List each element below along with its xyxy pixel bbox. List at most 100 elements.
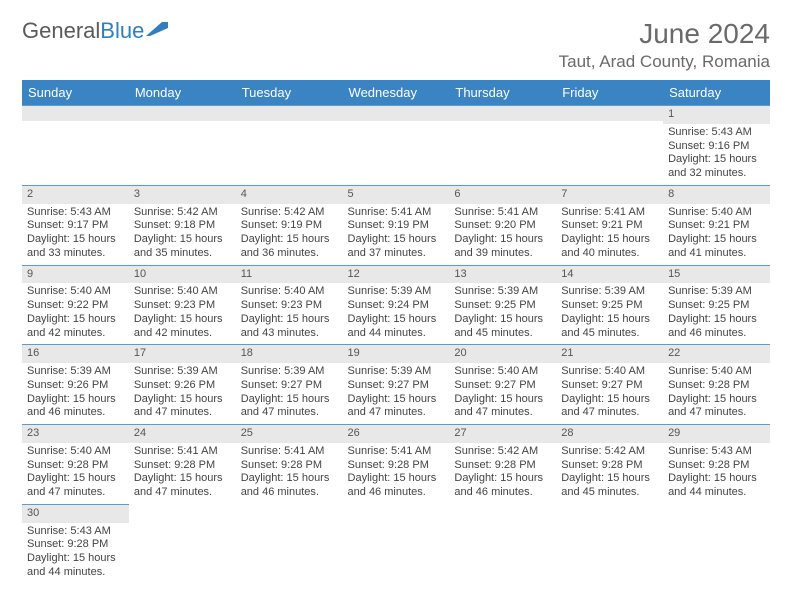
- calendar-day-cell: 30Sunrise: 5:43 AMSunset: 9:28 PMDayligh…: [22, 504, 129, 584]
- sunset-line: Sunset: 9:21 PM: [561, 219, 658, 233]
- title-block: June 2024 Taut, Arad County, Romania: [559, 18, 770, 72]
- day-content: Sunrise: 5:39 AMSunset: 9:25 PMDaylight:…: [663, 283, 770, 344]
- sunrise-line: Sunrise: 5:41 AM: [241, 445, 338, 459]
- day-number: 12: [343, 265, 450, 284]
- sunrise-line: Sunrise: 5:43 AM: [668, 445, 765, 459]
- day-content: Sunrise: 5:42 AMSunset: 9:28 PMDaylight:…: [556, 443, 663, 504]
- calendar-day-cell: 11Sunrise: 5:40 AMSunset: 9:23 PMDayligh…: [236, 265, 343, 345]
- day-number: 11: [236, 265, 343, 284]
- empty-day: [343, 105, 450, 121]
- sunrise-line: Sunrise: 5:39 AM: [241, 365, 338, 379]
- sunset-line: Sunset: 9:28 PM: [561, 459, 658, 473]
- sunrise-line: Sunrise: 5:43 AM: [27, 525, 124, 539]
- sunset-line: Sunset: 9:25 PM: [668, 299, 765, 313]
- calendar-day-cell: 8Sunrise: 5:40 AMSunset: 9:21 PMDaylight…: [663, 185, 770, 265]
- calendar-day-cell: 2Sunrise: 5:43 AMSunset: 9:17 PMDaylight…: [22, 185, 129, 265]
- daylight-line-1: Daylight: 15 hours: [668, 313, 765, 327]
- day-number: 1: [663, 105, 770, 124]
- calendar-day-cell: [236, 504, 343, 584]
- sunset-line: Sunset: 9:28 PM: [668, 459, 765, 473]
- day-number: 22: [663, 344, 770, 363]
- day-number: 9: [22, 265, 129, 284]
- day-content: Sunrise: 5:40 AMSunset: 9:28 PMDaylight:…: [663, 363, 770, 424]
- calendar-day-cell: 6Sunrise: 5:41 AMSunset: 9:20 PMDaylight…: [449, 185, 556, 265]
- sunset-line: Sunset: 9:27 PM: [241, 379, 338, 393]
- weekday-header: Friday: [556, 80, 663, 105]
- weekday-header: Saturday: [663, 80, 770, 105]
- weekday-header: Monday: [129, 80, 236, 105]
- sunset-line: Sunset: 9:19 PM: [348, 219, 445, 233]
- calendar-day-cell: 1Sunrise: 5:43 AMSunset: 9:16 PMDaylight…: [663, 105, 770, 185]
- daylight-line-2: and 46 minutes.: [454, 486, 551, 500]
- day-content: Sunrise: 5:42 AMSunset: 9:19 PMDaylight:…: [236, 204, 343, 265]
- calendar-week-row: 16Sunrise: 5:39 AMSunset: 9:26 PMDayligh…: [22, 344, 770, 424]
- calendar-day-cell: [556, 504, 663, 584]
- calendar-day-cell: 9Sunrise: 5:40 AMSunset: 9:22 PMDaylight…: [22, 265, 129, 345]
- day-number: 10: [129, 265, 236, 284]
- weekday-header: Thursday: [449, 80, 556, 105]
- day-number: 15: [663, 265, 770, 284]
- daylight-line-1: Daylight: 15 hours: [241, 393, 338, 407]
- weekday-header: Tuesday: [236, 80, 343, 105]
- day-number: 5: [343, 185, 450, 204]
- empty-day: [449, 105, 556, 121]
- daylight-line-1: Daylight: 15 hours: [27, 472, 124, 486]
- daylight-line-1: Daylight: 15 hours: [454, 393, 551, 407]
- day-content: Sunrise: 5:41 AMSunset: 9:28 PMDaylight:…: [129, 443, 236, 504]
- page: GeneralBlue June 2024 Taut, Arad County,…: [0, 0, 792, 602]
- sunset-line: Sunset: 9:23 PM: [134, 299, 231, 313]
- daylight-line-2: and 36 minutes.: [241, 247, 338, 261]
- daylight-line-2: and 47 minutes.: [348, 406, 445, 420]
- calendar-day-cell: [129, 105, 236, 185]
- day-content: Sunrise: 5:39 AMSunset: 9:27 PMDaylight:…: [343, 363, 450, 424]
- weekday-header-row: Sunday Monday Tuesday Wednesday Thursday…: [22, 80, 770, 105]
- day-content: Sunrise: 5:40 AMSunset: 9:23 PMDaylight:…: [129, 283, 236, 344]
- calendar-day-cell: 14Sunrise: 5:39 AMSunset: 9:25 PMDayligh…: [556, 265, 663, 345]
- calendar-day-cell: 19Sunrise: 5:39 AMSunset: 9:27 PMDayligh…: [343, 344, 450, 424]
- sunrise-line: Sunrise: 5:42 AM: [134, 206, 231, 220]
- daylight-line-2: and 47 minutes.: [27, 486, 124, 500]
- daylight-line-1: Daylight: 15 hours: [348, 472, 445, 486]
- sunset-line: Sunset: 9:23 PM: [241, 299, 338, 313]
- sunrise-line: Sunrise: 5:42 AM: [454, 445, 551, 459]
- sunrise-line: Sunrise: 5:39 AM: [561, 285, 658, 299]
- day-content: Sunrise: 5:43 AMSunset: 9:17 PMDaylight:…: [22, 204, 129, 265]
- daylight-line-1: Daylight: 15 hours: [27, 552, 124, 566]
- day-content: Sunrise: 5:42 AMSunset: 9:28 PMDaylight:…: [449, 443, 556, 504]
- empty-day: [556, 105, 663, 121]
- calendar-day-cell: 26Sunrise: 5:41 AMSunset: 9:28 PMDayligh…: [343, 424, 450, 504]
- day-content: Sunrise: 5:39 AMSunset: 9:26 PMDaylight:…: [129, 363, 236, 424]
- daylight-line-2: and 47 minutes.: [668, 406, 765, 420]
- logo: GeneralBlue: [22, 18, 168, 44]
- calendar-day-cell: 10Sunrise: 5:40 AMSunset: 9:23 PMDayligh…: [129, 265, 236, 345]
- day-content: Sunrise: 5:43 AMSunset: 9:16 PMDaylight:…: [663, 124, 770, 185]
- daylight-line-2: and 44 minutes.: [27, 566, 124, 580]
- sunrise-line: Sunrise: 5:40 AM: [668, 206, 765, 220]
- sunset-line: Sunset: 9:28 PM: [668, 379, 765, 393]
- empty-day: [22, 105, 129, 121]
- daylight-line-2: and 45 minutes.: [454, 327, 551, 341]
- day-content: Sunrise: 5:40 AMSunset: 9:23 PMDaylight:…: [236, 283, 343, 344]
- day-number: 18: [236, 344, 343, 363]
- sunrise-line: Sunrise: 5:40 AM: [668, 365, 765, 379]
- day-number: 13: [449, 265, 556, 284]
- calendar-day-cell: 16Sunrise: 5:39 AMSunset: 9:26 PMDayligh…: [22, 344, 129, 424]
- day-content: Sunrise: 5:41 AMSunset: 9:20 PMDaylight:…: [449, 204, 556, 265]
- sunrise-line: Sunrise: 5:42 AM: [241, 206, 338, 220]
- daylight-line-1: Daylight: 15 hours: [27, 393, 124, 407]
- calendar-body: 1Sunrise: 5:43 AMSunset: 9:16 PMDaylight…: [22, 105, 770, 584]
- sunset-line: Sunset: 9:27 PM: [561, 379, 658, 393]
- calendar-week-row: 2Sunrise: 5:43 AMSunset: 9:17 PMDaylight…: [22, 185, 770, 265]
- daylight-line-1: Daylight: 15 hours: [561, 393, 658, 407]
- day-content: Sunrise: 5:39 AMSunset: 9:25 PMDaylight:…: [449, 283, 556, 344]
- sunset-line: Sunset: 9:28 PM: [27, 459, 124, 473]
- daylight-line-1: Daylight: 15 hours: [561, 472, 658, 486]
- daylight-line-1: Daylight: 15 hours: [241, 472, 338, 486]
- daylight-line-2: and 32 minutes.: [668, 167, 765, 181]
- sunrise-line: Sunrise: 5:40 AM: [241, 285, 338, 299]
- calendar-week-row: 23Sunrise: 5:40 AMSunset: 9:28 PMDayligh…: [22, 424, 770, 504]
- daylight-line-2: and 43 minutes.: [241, 327, 338, 341]
- month-title: June 2024: [559, 18, 770, 50]
- calendar-day-cell: 13Sunrise: 5:39 AMSunset: 9:25 PMDayligh…: [449, 265, 556, 345]
- daylight-line-1: Daylight: 15 hours: [454, 472, 551, 486]
